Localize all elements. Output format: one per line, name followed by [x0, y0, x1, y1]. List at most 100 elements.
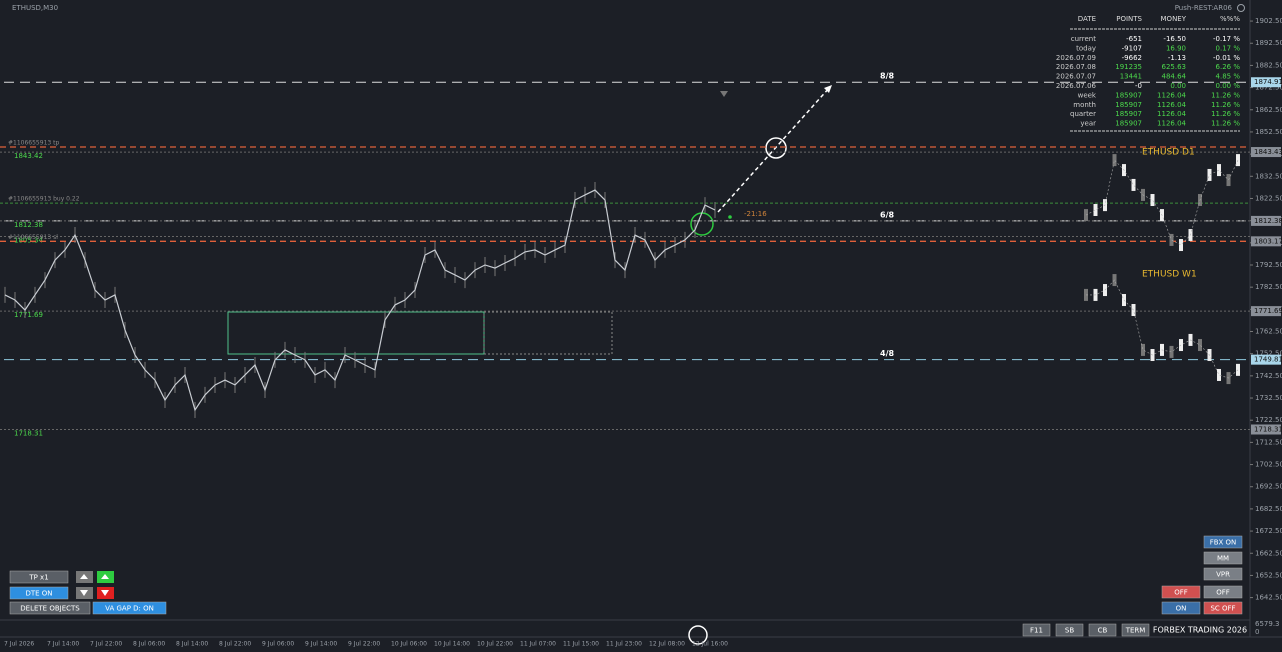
- y-tick-label: 1662.50: [1255, 549, 1282, 557]
- button-label[interactable]: SC OFF: [1210, 605, 1235, 613]
- table-cell: 2026.07.06: [1056, 82, 1097, 90]
- arrow-icon[interactable]: [80, 590, 88, 596]
- time-label: 10 Jul 22:00: [477, 641, 513, 648]
- table-cell: 484.64: [1162, 73, 1187, 81]
- mini-candle: [1179, 239, 1183, 252]
- button-label[interactable]: VPR: [1216, 571, 1230, 579]
- level-price: 1805.34: [14, 237, 43, 245]
- table-cell: 11.26 %: [1211, 91, 1240, 99]
- mini-label: ETHUSD W1: [1142, 270, 1197, 280]
- button[interactable]: [1022, 623, 1051, 637]
- price-tag: [1251, 77, 1281, 88]
- price-line: [4, 189, 716, 412]
- button[interactable]: [9, 570, 69, 584]
- y-tick-label: 1832.50: [1255, 172, 1282, 180]
- table-cell: 185907: [1115, 110, 1142, 118]
- button[interactable]: [1203, 567, 1243, 581]
- table-cell: 185907: [1115, 101, 1142, 109]
- table-cell: -651: [1126, 35, 1142, 43]
- level-label: 4/8: [880, 349, 894, 358]
- button-label[interactable]: OFF: [1216, 589, 1230, 597]
- mini-candle: [1226, 174, 1231, 187]
- price-tag: [1251, 424, 1281, 435]
- button[interactable]: [1121, 623, 1150, 637]
- table-cell: 11.26 %: [1211, 101, 1240, 109]
- y-tick-label: 1752.50: [1255, 350, 1282, 358]
- order-label: #1106655913 tp: [8, 140, 59, 147]
- arrow-icon[interactable]: [101, 574, 109, 579]
- y-tick-label: 1822.50: [1255, 194, 1282, 202]
- button-label[interactable]: TERM: [1125, 627, 1146, 635]
- y-tick-label: 1872.50: [1255, 84, 1282, 92]
- table-cell: 185907: [1115, 91, 1142, 99]
- y-tick-label: 1642.50: [1255, 594, 1282, 602]
- price-tag-label: 1718.31: [1254, 425, 1282, 433]
- button[interactable]: [1203, 585, 1243, 599]
- table-header: POINTS: [1116, 15, 1142, 23]
- y-tick-label: 1702.50: [1255, 461, 1282, 469]
- table-cell: 11.26 %: [1211, 110, 1240, 118]
- table-cell: -0.17 %: [1213, 35, 1240, 43]
- mini-candle: [1207, 168, 1212, 181]
- button[interactable]: [1055, 623, 1084, 637]
- button-label[interactable]: F11: [1030, 627, 1043, 635]
- table-cell: month: [1073, 101, 1096, 109]
- price-tag: [1251, 147, 1281, 158]
- button[interactable]: [1203, 601, 1243, 615]
- price-tag-label: 1812.38: [1254, 217, 1282, 225]
- table-cell: -16.50: [1163, 35, 1186, 43]
- button[interactable]: [1088, 623, 1117, 637]
- mini-candle: [1131, 178, 1136, 191]
- target-circle: [765, 137, 787, 159]
- y-tick-label: 1762.50: [1255, 328, 1282, 336]
- y-tick-label: 1712.50: [1255, 438, 1282, 446]
- y-tick-label: 1732.50: [1255, 394, 1282, 402]
- button-label[interactable]: OFF: [1174, 589, 1188, 597]
- mini-candle: [1169, 345, 1174, 358]
- y-tick-label: 1852.50: [1255, 128, 1282, 136]
- time-label: 9 Jul 14:00: [305, 641, 337, 648]
- button[interactable]: [1161, 585, 1201, 599]
- table-cell: 2026.07.09: [1056, 54, 1096, 62]
- button-label[interactable]: TP x1: [28, 574, 48, 582]
- table-header: DATE: [1078, 15, 1096, 23]
- mini-candle: [1198, 339, 1202, 352]
- table-header: %%%: [1220, 15, 1240, 23]
- footer: FORBEX TRADING 2026: [1153, 626, 1247, 635]
- button-label[interactable]: MM: [1217, 555, 1229, 563]
- button-label[interactable]: SB: [1065, 627, 1074, 635]
- time-label: 8 Jul 22:00: [219, 641, 251, 648]
- arrow-icon[interactable]: [101, 590, 109, 596]
- mini-candle: [1169, 233, 1174, 246]
- time-label: 8 Jul 14:00: [176, 641, 208, 648]
- table-cell: 16.90: [1166, 44, 1186, 52]
- button-label[interactable]: DELETE OBJECTS: [20, 605, 80, 613]
- y-tick-label: 1882.50: [1255, 61, 1282, 69]
- mini-candle: [1112, 154, 1117, 167]
- table-cell: current: [1071, 35, 1097, 43]
- y-tick-label: 1892.50: [1255, 39, 1282, 47]
- arrow-icon[interactable]: [80, 574, 88, 579]
- button[interactable]: [1161, 601, 1201, 615]
- price-tag: [1251, 236, 1281, 247]
- mini-candle: [1141, 343, 1145, 356]
- button[interactable]: [1203, 535, 1243, 549]
- button-label[interactable]: VA GAP D: ON: [105, 605, 154, 613]
- time-label: 10 Jul 14:00: [434, 641, 470, 648]
- level-label: 8/8: [880, 72, 894, 81]
- button[interactable]: [92, 601, 167, 615]
- icon[interactable]: [1237, 4, 1245, 12]
- price-tag: [1251, 306, 1281, 317]
- button-label[interactable]: DTE ON: [25, 590, 52, 598]
- button-label[interactable]: ON: [1176, 605, 1187, 613]
- button[interactable]: [9, 601, 91, 615]
- button-label[interactable]: FBX ON: [1210, 539, 1237, 547]
- button[interactable]: [9, 586, 69, 600]
- mini-label: ETHUSD D1: [1142, 148, 1195, 158]
- button[interactable]: [1203, 551, 1243, 565]
- time-label: 9 Jul 06:00: [262, 641, 294, 648]
- level-price: 1771.69: [14, 311, 43, 319]
- time-label: 9 Jul 22:00: [348, 641, 380, 648]
- button-label[interactable]: CB: [1098, 627, 1108, 635]
